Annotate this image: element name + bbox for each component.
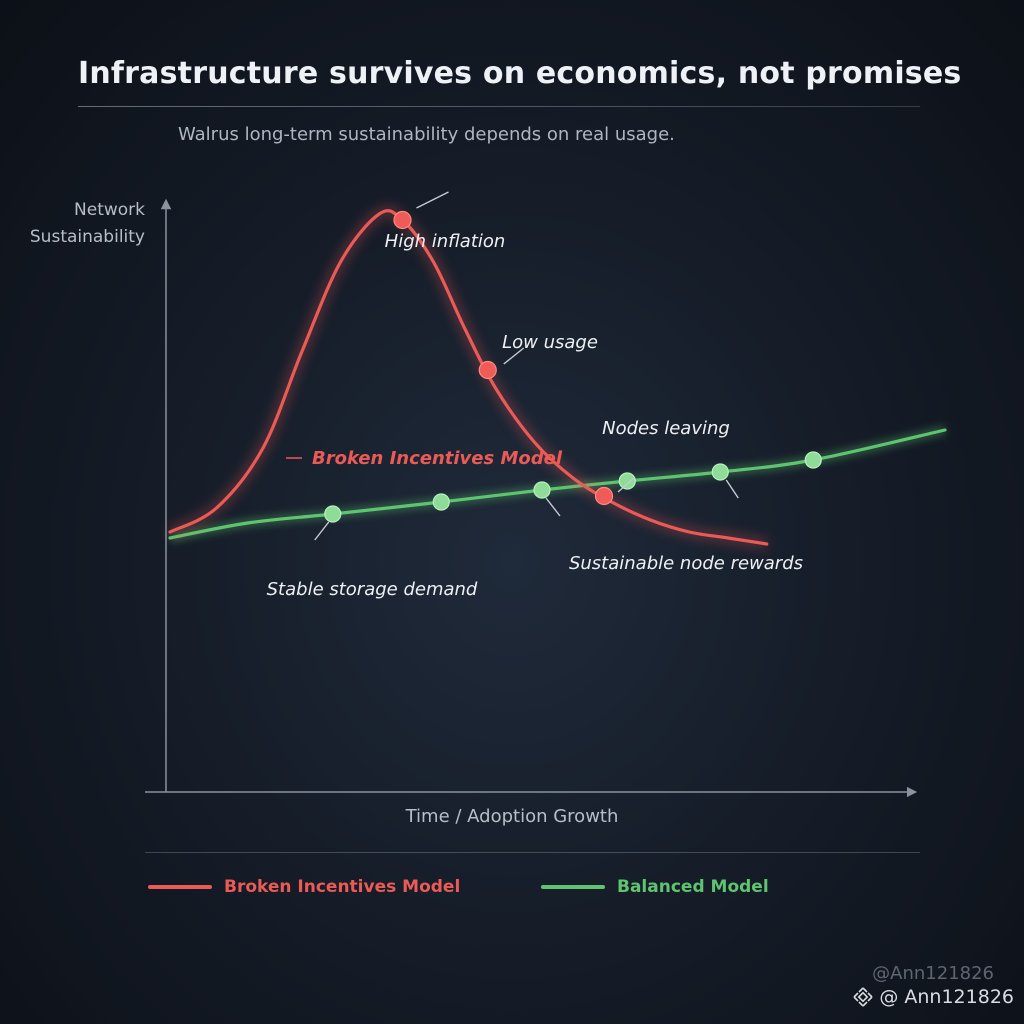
data-point-balanced-0 <box>324 505 342 523</box>
x-axis-label: Time / Adoption Growth <box>405 806 619 827</box>
chart-subtitle: Walrus long-term sustainability depends … <box>178 124 675 145</box>
legend-item-broken-incentives: Broken Incentives Model <box>148 874 460 900</box>
inline-series-label: Broken Incentives Model <box>312 448 563 469</box>
annotation-label-1-4: Sustainable node rewards <box>569 553 803 574</box>
watermark-text: @ Ann121826 <box>879 986 1014 1008</box>
data-point-balanced-1 <box>432 493 450 511</box>
legend-swatch-green <box>541 885 605 889</box>
series-line-broken-incentives <box>168 209 769 546</box>
chart-title: Infrastructure survives on economics, no… <box>78 56 962 91</box>
legend-label: Broken Incentives Model <box>224 877 461 897</box>
data-point-balanced-4 <box>711 463 729 481</box>
data-point-broken-1 <box>478 360 497 380</box>
legend-divider <box>145 852 920 853</box>
watermark: @ Ann121826 <box>853 986 1014 1008</box>
watermark-ghost-text: @Ann121826 <box>872 963 994 984</box>
data-point-balanced-3 <box>618 472 636 490</box>
annotation-leader-1-2 <box>545 497 561 517</box>
annotation-label-0-2: Nodes leaving <box>602 418 730 439</box>
legend-item-balanced: Balanced Model <box>541 874 769 900</box>
data-point-balanced-5 <box>804 451 822 469</box>
annotation-leader-0-1 <box>503 347 525 365</box>
data-point-broken-0 <box>393 210 412 230</box>
binance-diamond-icon <box>853 987 873 1007</box>
annotation-label-0-1: Low usage <box>502 332 598 353</box>
annotation-leader-0-2 <box>617 477 635 493</box>
legend-label: Balanced Model <box>617 877 769 897</box>
annotation-label-1-0: Stable storage demand <box>267 579 478 600</box>
y-axis-label-line-1: Network <box>74 200 145 220</box>
annotation-leader-0-0 <box>416 191 449 209</box>
title-divider <box>78 106 920 107</box>
series-0-glow <box>167 206 768 549</box>
annotation-label-0-0: High inflation <box>385 231 506 252</box>
data-point-balanced-2 <box>533 481 551 499</box>
y-axis-label-line-2: Sustainability <box>30 227 145 247</box>
series-1-glow <box>169 425 946 543</box>
legend-swatch-red <box>148 885 212 889</box>
annotation-leader-1-4 <box>725 479 739 499</box>
data-point-broken-2 <box>594 486 614 506</box>
annotation-leader-1-0 <box>314 521 330 541</box>
